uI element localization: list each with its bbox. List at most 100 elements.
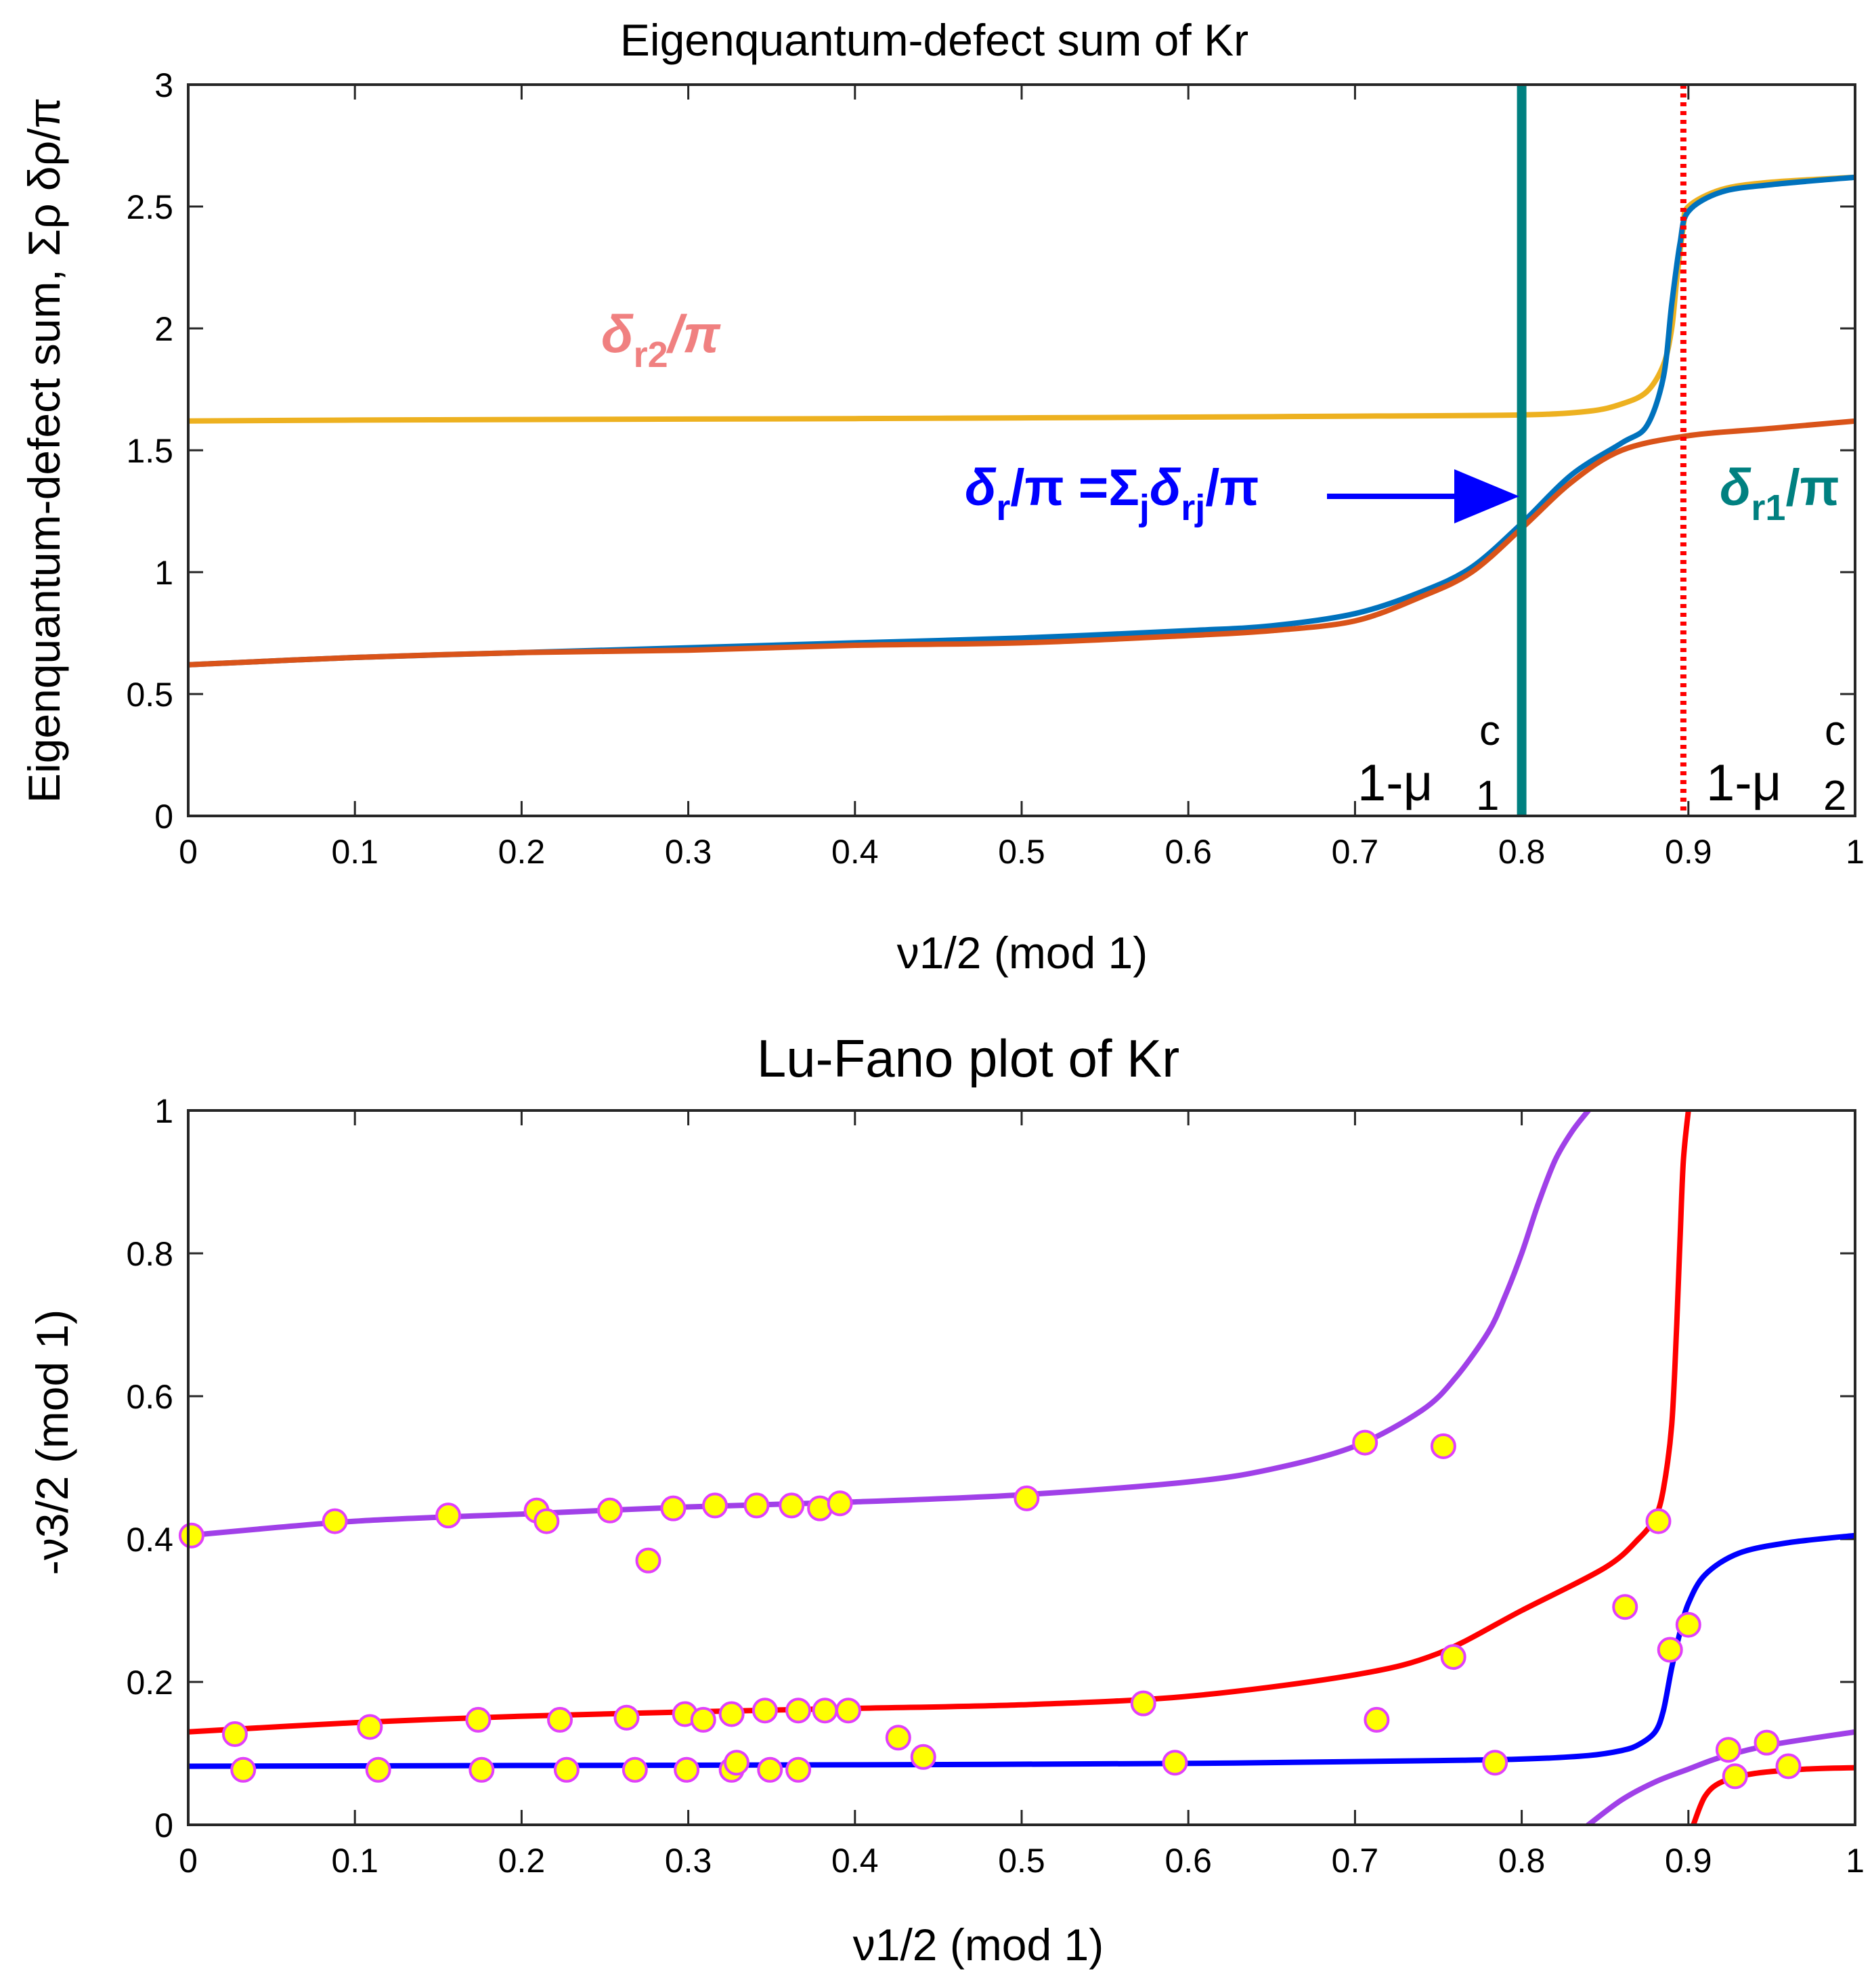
bottom-xtick-label: 0.1 <box>331 1842 378 1880</box>
scatter-point <box>701 1492 728 1519</box>
scatter-point <box>718 1701 745 1727</box>
bottom-series-line-2 <box>188 1110 1691 1735</box>
bottom-ytick-label: 0.8 <box>126 1235 173 1273</box>
bottom-xtick-label: 0.5 <box>998 1842 1045 1880</box>
vline-1-label-sub: 1 <box>1476 773 1499 819</box>
top-ytick-label: 1 <box>154 554 173 592</box>
scatter-point <box>1645 1508 1672 1534</box>
annotation-delta-r2: δr2/π <box>601 304 721 375</box>
scatter-point <box>1482 1750 1508 1776</box>
scatter-point <box>1775 1753 1802 1779</box>
bottom-axes-box <box>187 1109 1856 1826</box>
bottom-series-line-0 <box>188 1110 1592 1538</box>
top-chart-title: Eigenquantum-defect sum of Kr <box>620 15 1248 65</box>
bottom-series-line-3 <box>1691 1765 1855 1825</box>
scatter-point <box>178 1522 204 1549</box>
top-xtick-label: 0.5 <box>998 833 1045 871</box>
bottom-xtick-label: 0.4 <box>831 1842 879 1880</box>
scatter-point <box>613 1704 640 1731</box>
bottom-ytick-label: 0.2 <box>126 1664 173 1702</box>
annotation-delta-r-sum: δr/π =Σjδrj/π <box>965 459 1259 528</box>
scatter-point <box>365 1756 391 1783</box>
vline-1-label-sup: c <box>1479 708 1500 754</box>
scatter-point <box>779 1492 805 1519</box>
bottom-xtick-label: 0 <box>179 1842 198 1880</box>
bottom-xlabel: ν1/2 (mod 1) <box>853 1920 1104 1970</box>
scatter-point <box>635 1547 661 1574</box>
scatter-point <box>812 1698 838 1724</box>
top-ytick-label: 2.5 <box>126 188 173 226</box>
top-axes-ticks: 0 0.1 0.2 0.3 0.4 0.5 0.6 0.7 0.8 0.9 1 0 0.5 1 1.5 2 2.… <box>126 66 1864 871</box>
top-chart: Eigenquantum-defect sum of Kr 0 0.1 0.2 0.3… <box>19 15 1865 978</box>
scatter-point <box>660 1495 687 1521</box>
scatter-point <box>1130 1690 1156 1716</box>
scatter-point <box>469 1756 495 1783</box>
scatter-point <box>743 1492 770 1519</box>
top-xtick-label: 0.6 <box>1164 833 1212 871</box>
bottom-ylabel: -ν3/2 (mod 1) <box>27 1310 77 1575</box>
scatter-point <box>757 1756 783 1783</box>
scatter-point <box>435 1503 462 1529</box>
top-xtick-label: 0.2 <box>498 833 546 871</box>
top-axes-box <box>187 83 1856 817</box>
bottom-series-lines <box>188 1110 1855 1825</box>
scatter-point <box>752 1698 778 1724</box>
top-ytick-label: 3 <box>154 66 173 104</box>
vline-2-label: 1-μ <box>1706 754 1781 812</box>
scatter-point <box>1162 1750 1188 1776</box>
scatter-point <box>547 1706 573 1733</box>
top-xtick-label: 0.1 <box>331 833 378 871</box>
scatter-point <box>1364 1706 1390 1733</box>
scatter-point <box>1612 1594 1638 1620</box>
bottom-ytick-label: 1 <box>154 1092 173 1130</box>
scatter-point <box>1657 1637 1683 1663</box>
bottom-xtick-label: 0.7 <box>1332 1842 1379 1880</box>
bottom-xtick-label: 0.8 <box>1498 1842 1546 1880</box>
vline-1-label: 1-μ <box>1357 754 1433 812</box>
bottom-xtick-label: 0.9 <box>1665 1842 1712 1880</box>
top-series-line-2 <box>188 418 1855 668</box>
scatter-point <box>230 1756 257 1783</box>
scatter-point <box>534 1508 560 1534</box>
scatter-point <box>674 1756 700 1783</box>
bottom-series-line-1 <box>1586 1729 1855 1825</box>
bottom-series-line-4 <box>188 1532 1855 1769</box>
vline-2-label-sub: 2 <box>1823 773 1846 819</box>
bottom-ytick-label: 0.6 <box>126 1378 173 1416</box>
scatter-point <box>785 1756 812 1783</box>
scatter-point <box>322 1508 348 1534</box>
top-series-lines <box>188 174 1855 668</box>
top-xtick-label: 0 <box>179 833 198 871</box>
top-xtick-label: 0.8 <box>1498 833 1546 871</box>
scatter-point <box>1440 1644 1466 1670</box>
top-xtick-label: 0.4 <box>831 833 879 871</box>
scatter-point <box>622 1756 648 1783</box>
annotation-delta-r1: δr1/π <box>1720 459 1840 528</box>
top-ytick-label: 0 <box>154 798 173 836</box>
top-xtick-label: 0.9 <box>1665 833 1712 871</box>
scatter-point <box>690 1706 716 1733</box>
scatter-point <box>465 1706 492 1733</box>
bottom-xtick-label: 0.2 <box>498 1842 546 1880</box>
top-ytick-label: 2 <box>154 310 173 348</box>
vline-2-label-sup: c <box>1825 708 1846 754</box>
scatter-point <box>885 1725 911 1751</box>
scatter-point <box>1430 1433 1456 1459</box>
scatter-point <box>723 1750 749 1776</box>
scatter-point <box>1754 1729 1780 1756</box>
scatter-point <box>1715 1737 1741 1763</box>
top-xtick-label: 1 <box>1846 833 1865 871</box>
scatter-point <box>835 1698 861 1724</box>
bottom-chart: Lu-Fano plot of Kr 0 0.1 0.2 0.3 0.4 0.5 0.6 0.… <box>27 1029 1865 1970</box>
scatter-point <box>357 1714 383 1740</box>
scatter-point <box>553 1756 580 1783</box>
top-xtick-label: 0.7 <box>1332 833 1379 871</box>
scatter-point <box>910 1744 936 1770</box>
top-ytick-label: 1.5 <box>126 432 173 470</box>
bottom-ytick-label: 0.4 <box>126 1521 173 1559</box>
scatter-point <box>1014 1485 1040 1511</box>
bottom-xtick-label: 1 <box>1846 1842 1865 1880</box>
top-xtick-label: 0.3 <box>665 833 712 871</box>
top-ytick-label: 0.5 <box>126 676 173 714</box>
